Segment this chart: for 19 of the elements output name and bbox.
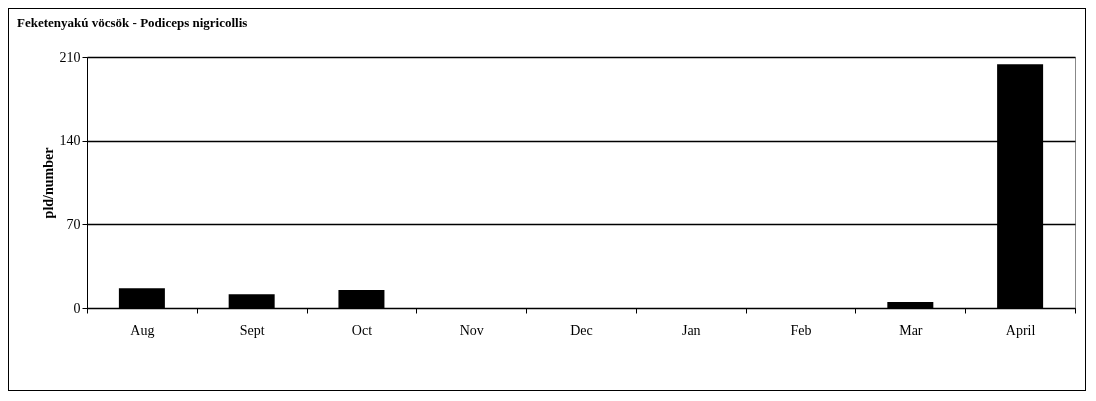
y-tick-label: 70 — [66, 216, 81, 232]
bar — [338, 290, 385, 308]
x-tick-label: Oct — [351, 322, 373, 338]
y-tick-label: 210 — [59, 49, 81, 65]
bar — [118, 288, 165, 308]
chart-title: Feketenyakú vöcsök - Podiceps nigricollis — [17, 15, 248, 30]
x-tick-label: Sept — [239, 322, 265, 338]
bar — [887, 302, 934, 308]
x-tick-label: Aug — [130, 322, 155, 338]
y-axis-title: pld/number — [40, 147, 56, 219]
bar — [228, 294, 275, 308]
x-tick-label: Nov — [459, 322, 484, 338]
y-tick-label: 0 — [73, 300, 81, 316]
y-tick-label: 140 — [59, 133, 81, 149]
x-tick-label: Dec — [570, 322, 593, 338]
x-tick-label: Mar — [899, 322, 923, 338]
x-tick-label: Jan — [681, 322, 701, 338]
x-tick-label: April — [1005, 322, 1036, 338]
x-tick-label: Feb — [790, 322, 812, 338]
